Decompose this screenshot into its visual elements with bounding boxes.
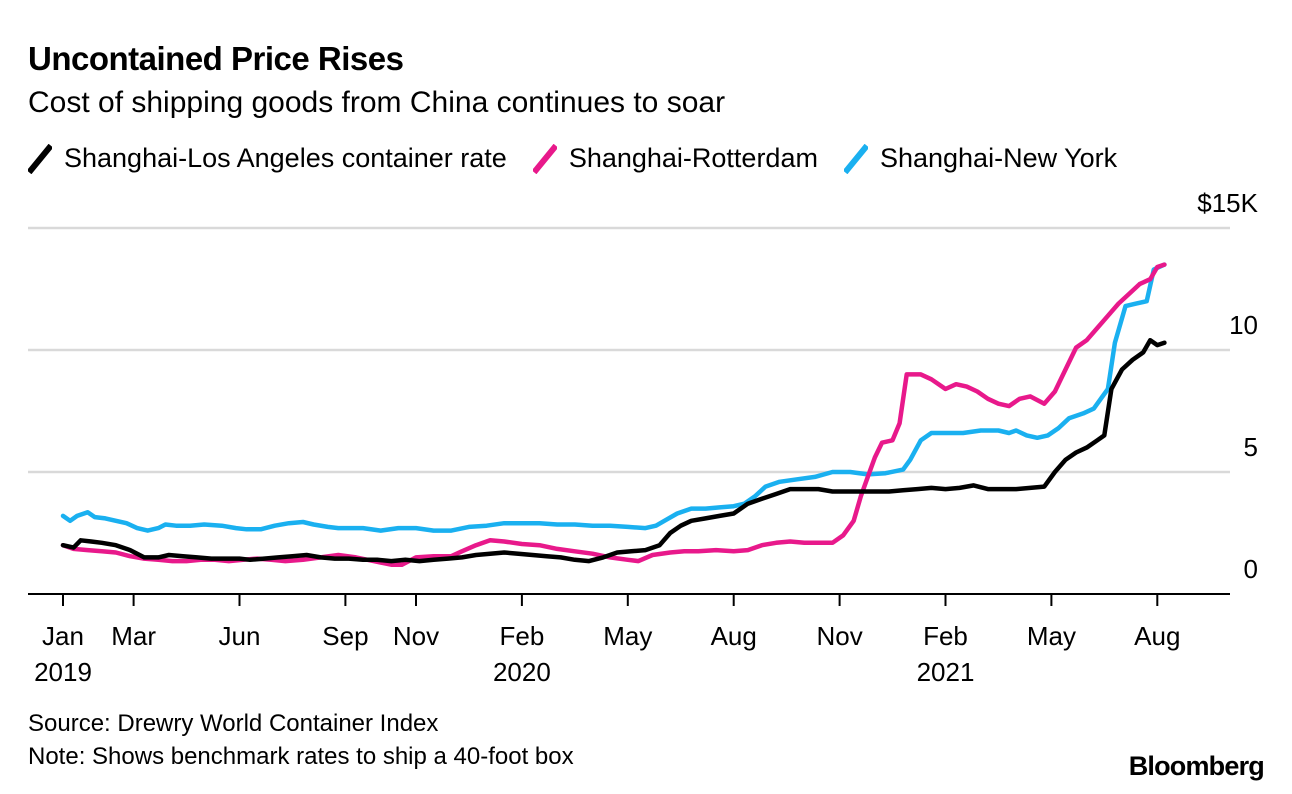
gridlines xyxy=(28,226,1230,474)
source-note: Source: Drewry World Container Index xyxy=(28,710,439,737)
x-tick-year: 2021 xyxy=(917,657,975,687)
x-tick-label: Feb xyxy=(499,621,544,651)
series-line-shanghai-los-angeles-container-rate xyxy=(60,337,1167,564)
y-tick-label: 0 xyxy=(1244,554,1258,584)
y-tick-label: $15K xyxy=(1197,188,1258,218)
x-tick-year: 2019 xyxy=(34,657,92,687)
legend-item-los-angeles: Shanghai-Los Angeles container rate xyxy=(28,143,507,174)
legend-item-new-york: Shanghai-New York xyxy=(843,143,1118,174)
legend-swatch-los-angeles xyxy=(28,143,52,174)
x-tick-label: Aug xyxy=(711,621,757,651)
x-tick-label: Aug xyxy=(1134,621,1180,651)
x-axis: Jan 2019 Mar Jun Sep Nov Feb 2020 May Aug Nov Feb 20… xyxy=(28,593,1230,687)
x-tick-label: Mar xyxy=(111,621,156,651)
x-tick-label: Nov xyxy=(393,621,439,651)
legend-swatch-new-york xyxy=(843,143,868,174)
x-tick-label: Jun xyxy=(219,621,261,651)
legend-label-new-york: Shanghai-New York xyxy=(879,143,1118,173)
bloomberg-logo: Bloomberg xyxy=(1128,751,1265,781)
legend-label-rotterdam: Shanghai-Rotterdam xyxy=(568,143,818,173)
methodology-note: Note: Shows benchmark rates to ship a 40… xyxy=(28,743,574,770)
x-tick-label: Feb xyxy=(923,621,968,651)
chart-title: Uncontained Price Rises xyxy=(28,40,404,77)
x-tick-label: Jan xyxy=(42,621,84,651)
legend-label-los-angeles: Shanghai-Los Angeles container rate xyxy=(64,143,507,173)
x-tick-year: 2020 xyxy=(493,657,551,687)
x-tick-label: Sep xyxy=(322,621,368,651)
series-line-shanghai-new-york xyxy=(60,262,1167,533)
footer: Source: Drewry World Container Index Not… xyxy=(28,707,574,773)
line-chart: $15K 10 5 0 Jan 2019 Mar Jun Sep Nov Feb 2020 May Au… xyxy=(28,188,1259,687)
y-tick-label: 10 xyxy=(1229,310,1258,340)
x-tick-label: Nov xyxy=(816,621,862,651)
x-tick-label: May xyxy=(603,621,652,651)
legend: Shanghai-Los Angeles container rate Shan… xyxy=(28,143,1143,174)
legend-item-rotterdam: Shanghai-Rotterdam xyxy=(532,143,818,174)
chart-subtitle: Cost of shipping goods from China contin… xyxy=(28,86,726,119)
y-tick-label: 5 xyxy=(1244,432,1258,462)
legend-swatch-rotterdam xyxy=(532,143,557,174)
x-tick-label: May xyxy=(1027,621,1076,651)
series-lines xyxy=(60,262,1167,567)
series-line-shanghai-rotterdam xyxy=(60,262,1167,567)
y-axis: $15K 10 5 0 xyxy=(1197,188,1258,584)
